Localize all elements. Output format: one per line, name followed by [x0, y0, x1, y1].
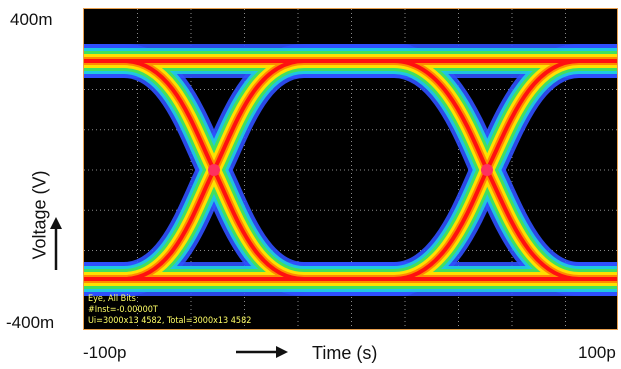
measurement-info: Eye, All Bits #Inst=-0.00000T Ui=3000x13… — [88, 294, 251, 327]
x-tick-right: 100p — [578, 343, 616, 362]
crossing-point — [481, 164, 493, 176]
y-tick-top: 400m — [10, 10, 53, 29]
y-tick-bottom: -400m — [6, 313, 55, 332]
info-line-1: Eye, All Bits — [88, 294, 136, 304]
x-arrow-icon — [236, 346, 288, 358]
x-tick-left: -100p — [83, 343, 127, 362]
info-line-3: Ui=3000x13 4582, Total=3000x13 4582 — [88, 316, 252, 326]
eye-diagram-svg — [84, 9, 617, 329]
eye-diagram-plot: Eye, All Bits #Inst=-0.00000T Ui=3000x13… — [83, 8, 618, 330]
crossing-point — [208, 164, 220, 176]
info-line-2: #Inst=-0.00000T — [88, 305, 158, 315]
x-axis-label: Time (s) — [312, 343, 378, 363]
y-arrow-icon — [50, 217, 62, 270]
